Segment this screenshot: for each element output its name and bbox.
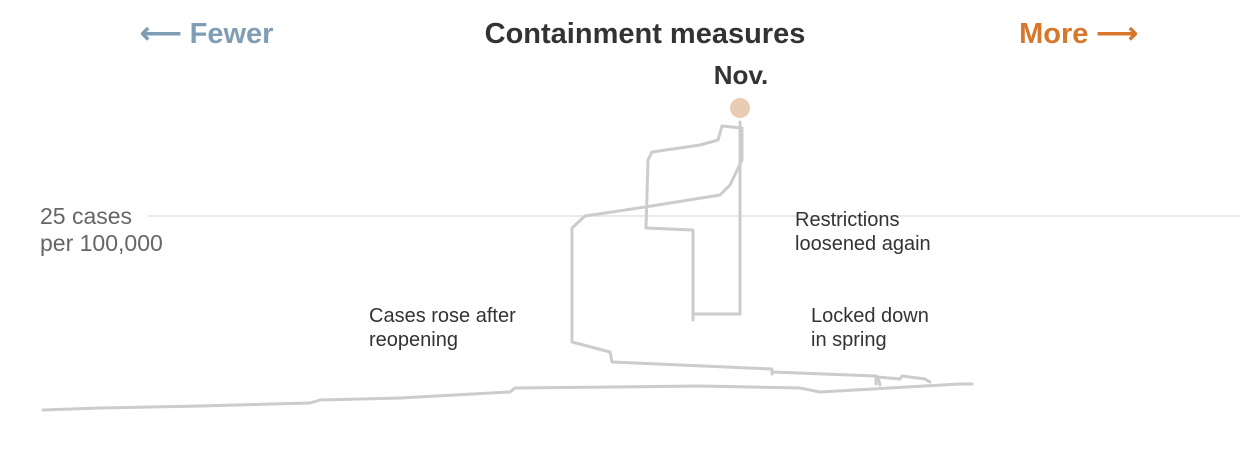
- annotation-restrictions-line1: Restrictions: [795, 209, 899, 231]
- chart-title: Containment measures: [484, 18, 806, 50]
- fewer-measures-label: ⟵ Fewer: [140, 18, 274, 50]
- more-measures-label: More ⟶: [1019, 18, 1138, 50]
- case-trajectory-path: [41, 120, 974, 412]
- end-point-label: Nov.: [714, 60, 768, 90]
- annotation-reopening-line1: Cases rose after: [369, 305, 516, 327]
- reference-label-line1: 25 cases: [40, 203, 132, 229]
- annotation-lockdown-line2: in spring: [811, 329, 887, 351]
- annotation-reopening-line2: reopening: [369, 329, 458, 351]
- reference-label-line2: per 100,000: [40, 230, 163, 256]
- end-point-marker: [730, 98, 750, 118]
- annotation-restrictions-line2: loosened again: [795, 233, 931, 255]
- annotation-lockdown-line1: Locked down: [811, 305, 929, 327]
